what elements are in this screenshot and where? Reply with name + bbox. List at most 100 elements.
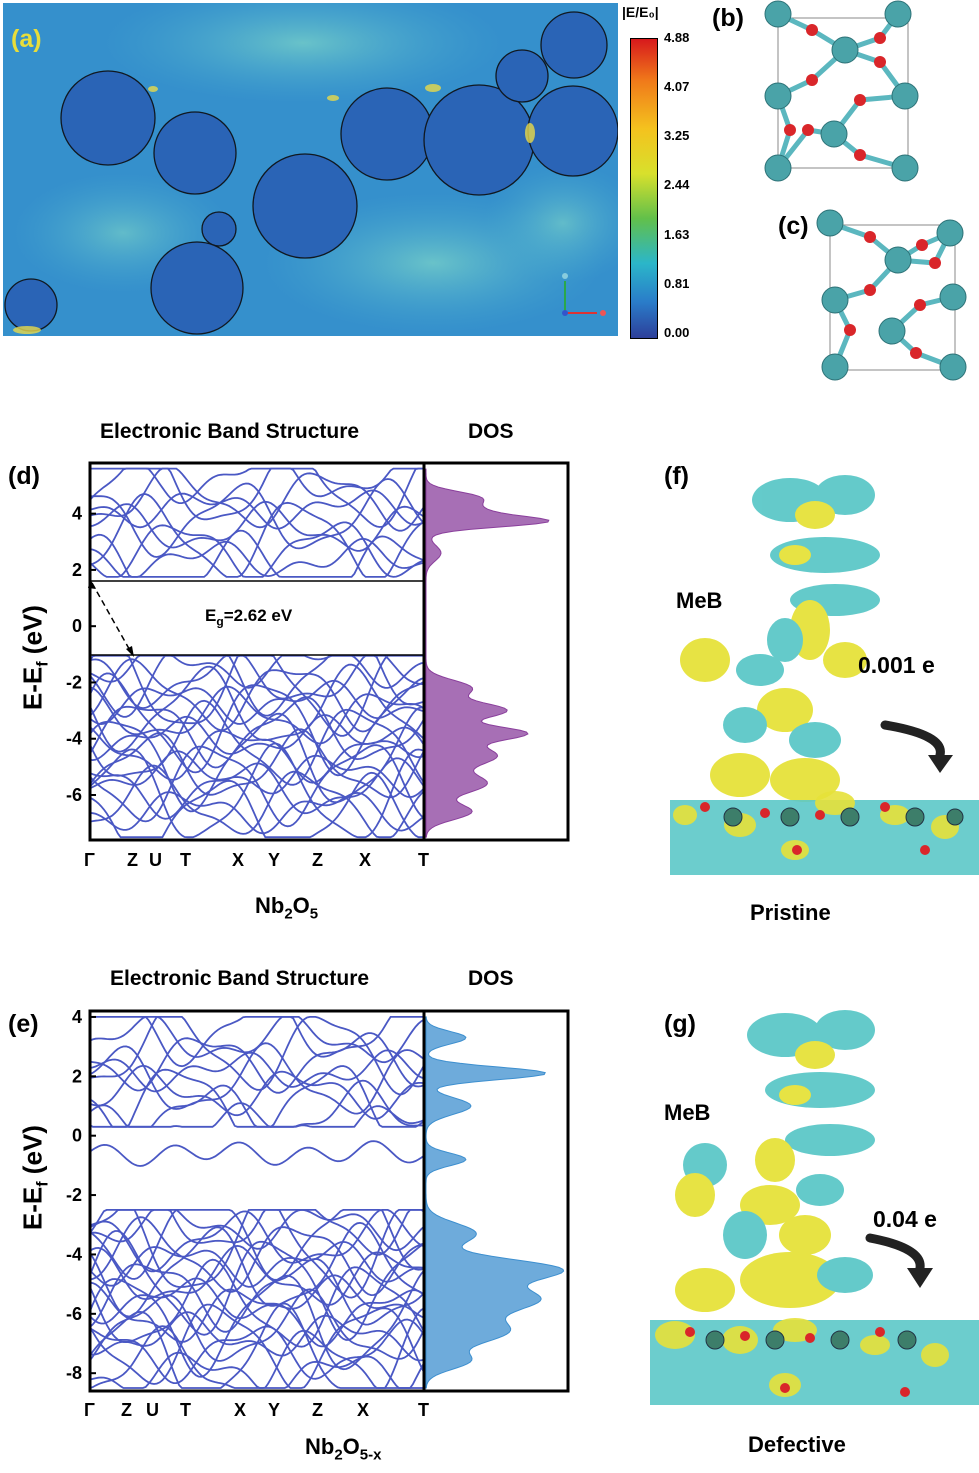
kpoint-label: U	[146, 1400, 159, 1420]
kpoint-label: Y	[268, 1400, 281, 1420]
panel-g-molecule: MeB	[664, 1100, 711, 1125]
band-line	[89, 764, 425, 839]
band-line	[89, 1325, 425, 1389]
band-d-dos-title: DOS	[468, 420, 514, 443]
band-e-dos-title: DOS	[468, 967, 514, 990]
band-line	[89, 706, 425, 813]
kpoint-label: Γ	[84, 850, 95, 870]
band-line	[89, 537, 425, 578]
panel-f-molecule: MeB	[676, 588, 723, 613]
ytick-label: 4	[72, 1007, 82, 1027]
ytick-label: -8	[66, 1363, 82, 1383]
band-line	[89, 467, 425, 532]
band-e-dos	[425, 1016, 565, 1389]
band-line	[89, 696, 425, 769]
band-line	[89, 500, 425, 552]
band-line	[89, 658, 425, 733]
panel-g-charge: 0.04 e	[873, 1206, 937, 1232]
ytick-label: -6	[66, 785, 82, 805]
band-line	[89, 750, 425, 799]
crystal-structure-b	[764, 0, 919, 182]
band-e-compound: Nb2O5-x	[305, 1434, 382, 1464]
kpoint-label: Z	[121, 1400, 132, 1420]
ytick-label: 0	[72, 616, 82, 636]
band-line	[89, 1270, 425, 1378]
kpoint-label: Z	[127, 850, 138, 870]
kpoint-label: X	[234, 1400, 247, 1420]
band-line	[89, 744, 425, 828]
band-line	[90, 1016, 424, 1068]
ytick-label: -2	[66, 672, 82, 692]
band-line	[89, 1274, 425, 1325]
band-line	[89, 1288, 425, 1362]
kpoint-label: T	[418, 850, 429, 870]
band-line	[89, 493, 425, 578]
band-line	[89, 1208, 425, 1252]
colorbar-tick: 2.44	[664, 177, 690, 192]
panel-label-f: (f)	[664, 462, 689, 490]
band-plot-e: 4 2 0 -2 -4 -6 -8	[66, 1007, 570, 1393]
band-line	[89, 771, 424, 839]
ytick-label: -6	[66, 1304, 82, 1324]
curved-arrow-icon	[880, 720, 953, 773]
panel-f-caption: Pristine	[750, 900, 831, 925]
colorbar-title: |E/E₀|	[622, 4, 659, 20]
band-line	[89, 1016, 425, 1096]
kpoint-label: Γ	[84, 1400, 95, 1420]
band-line	[89, 1140, 425, 1167]
band-line	[89, 757, 425, 820]
colorbar	[630, 38, 658, 339]
band-line	[89, 1065, 425, 1128]
kpoint-label: Z	[312, 1400, 323, 1420]
band-line	[89, 489, 425, 530]
band-line	[89, 791, 425, 835]
panel-label-a: (a)	[11, 25, 42, 53]
ytick-label: 0	[72, 1126, 82, 1146]
kpoint-label: Z	[312, 850, 323, 870]
band-line	[89, 1209, 425, 1299]
band-line	[89, 521, 425, 578]
colorbar-tick: 3.25	[664, 128, 690, 143]
panel-label-e: (e)	[8, 1010, 39, 1038]
panel-f-charge: 0.001 e	[858, 652, 935, 678]
band-line	[89, 699, 425, 786]
panel-label-d: (d)	[8, 462, 40, 490]
band-line	[89, 467, 424, 528]
band-line	[90, 467, 424, 504]
band-d-bands	[89, 467, 425, 839]
kpoint-label: X	[232, 850, 245, 870]
ytick-label: -4	[66, 729, 82, 749]
charge-density-f	[670, 475, 979, 875]
band-e-bands	[89, 1016, 425, 1389]
band-d-compound: Nb2O5	[255, 893, 319, 923]
colorbar-tick: 0.00	[664, 325, 690, 340]
band-d-title: Electronic Band Structure	[100, 420, 360, 443]
band-line	[89, 1209, 425, 1281]
band-line	[89, 1230, 425, 1341]
panel-label-b: (b)	[712, 4, 744, 32]
band-line	[89, 1240, 425, 1288]
panel-g-caption: Defective	[748, 1432, 846, 1457]
dos-curve	[425, 1016, 565, 1389]
band-line	[89, 685, 425, 745]
kpoint-label: T	[418, 1400, 429, 1420]
ytick-label: -4	[66, 1244, 82, 1264]
charge-density-g	[650, 1010, 979, 1405]
field-map	[3, 0, 643, 336]
kpoint-label: T	[180, 1400, 191, 1420]
panel-label-g: (g)	[664, 1010, 696, 1038]
colorbar-tick: 0.81	[664, 276, 690, 291]
band-line	[89, 1221, 425, 1318]
band-line	[89, 728, 425, 799]
band-line	[89, 1303, 425, 1389]
kpoint-label: T	[180, 850, 191, 870]
crystal-structure-c	[816, 209, 967, 381]
band-line	[89, 1351, 424, 1389]
panel-a: (a)	[3, 0, 643, 336]
band-d-gap-label: Eg=2.62 eV	[205, 606, 293, 629]
colorbar-tick: 4.88	[664, 30, 690, 45]
ytick-label: 2	[72, 1066, 82, 1086]
band-e-yticks: 4 2 0 -2 -4 -6 -8	[66, 1007, 96, 1383]
band-line	[89, 672, 425, 777]
kpoint-label: Y	[268, 850, 281, 870]
